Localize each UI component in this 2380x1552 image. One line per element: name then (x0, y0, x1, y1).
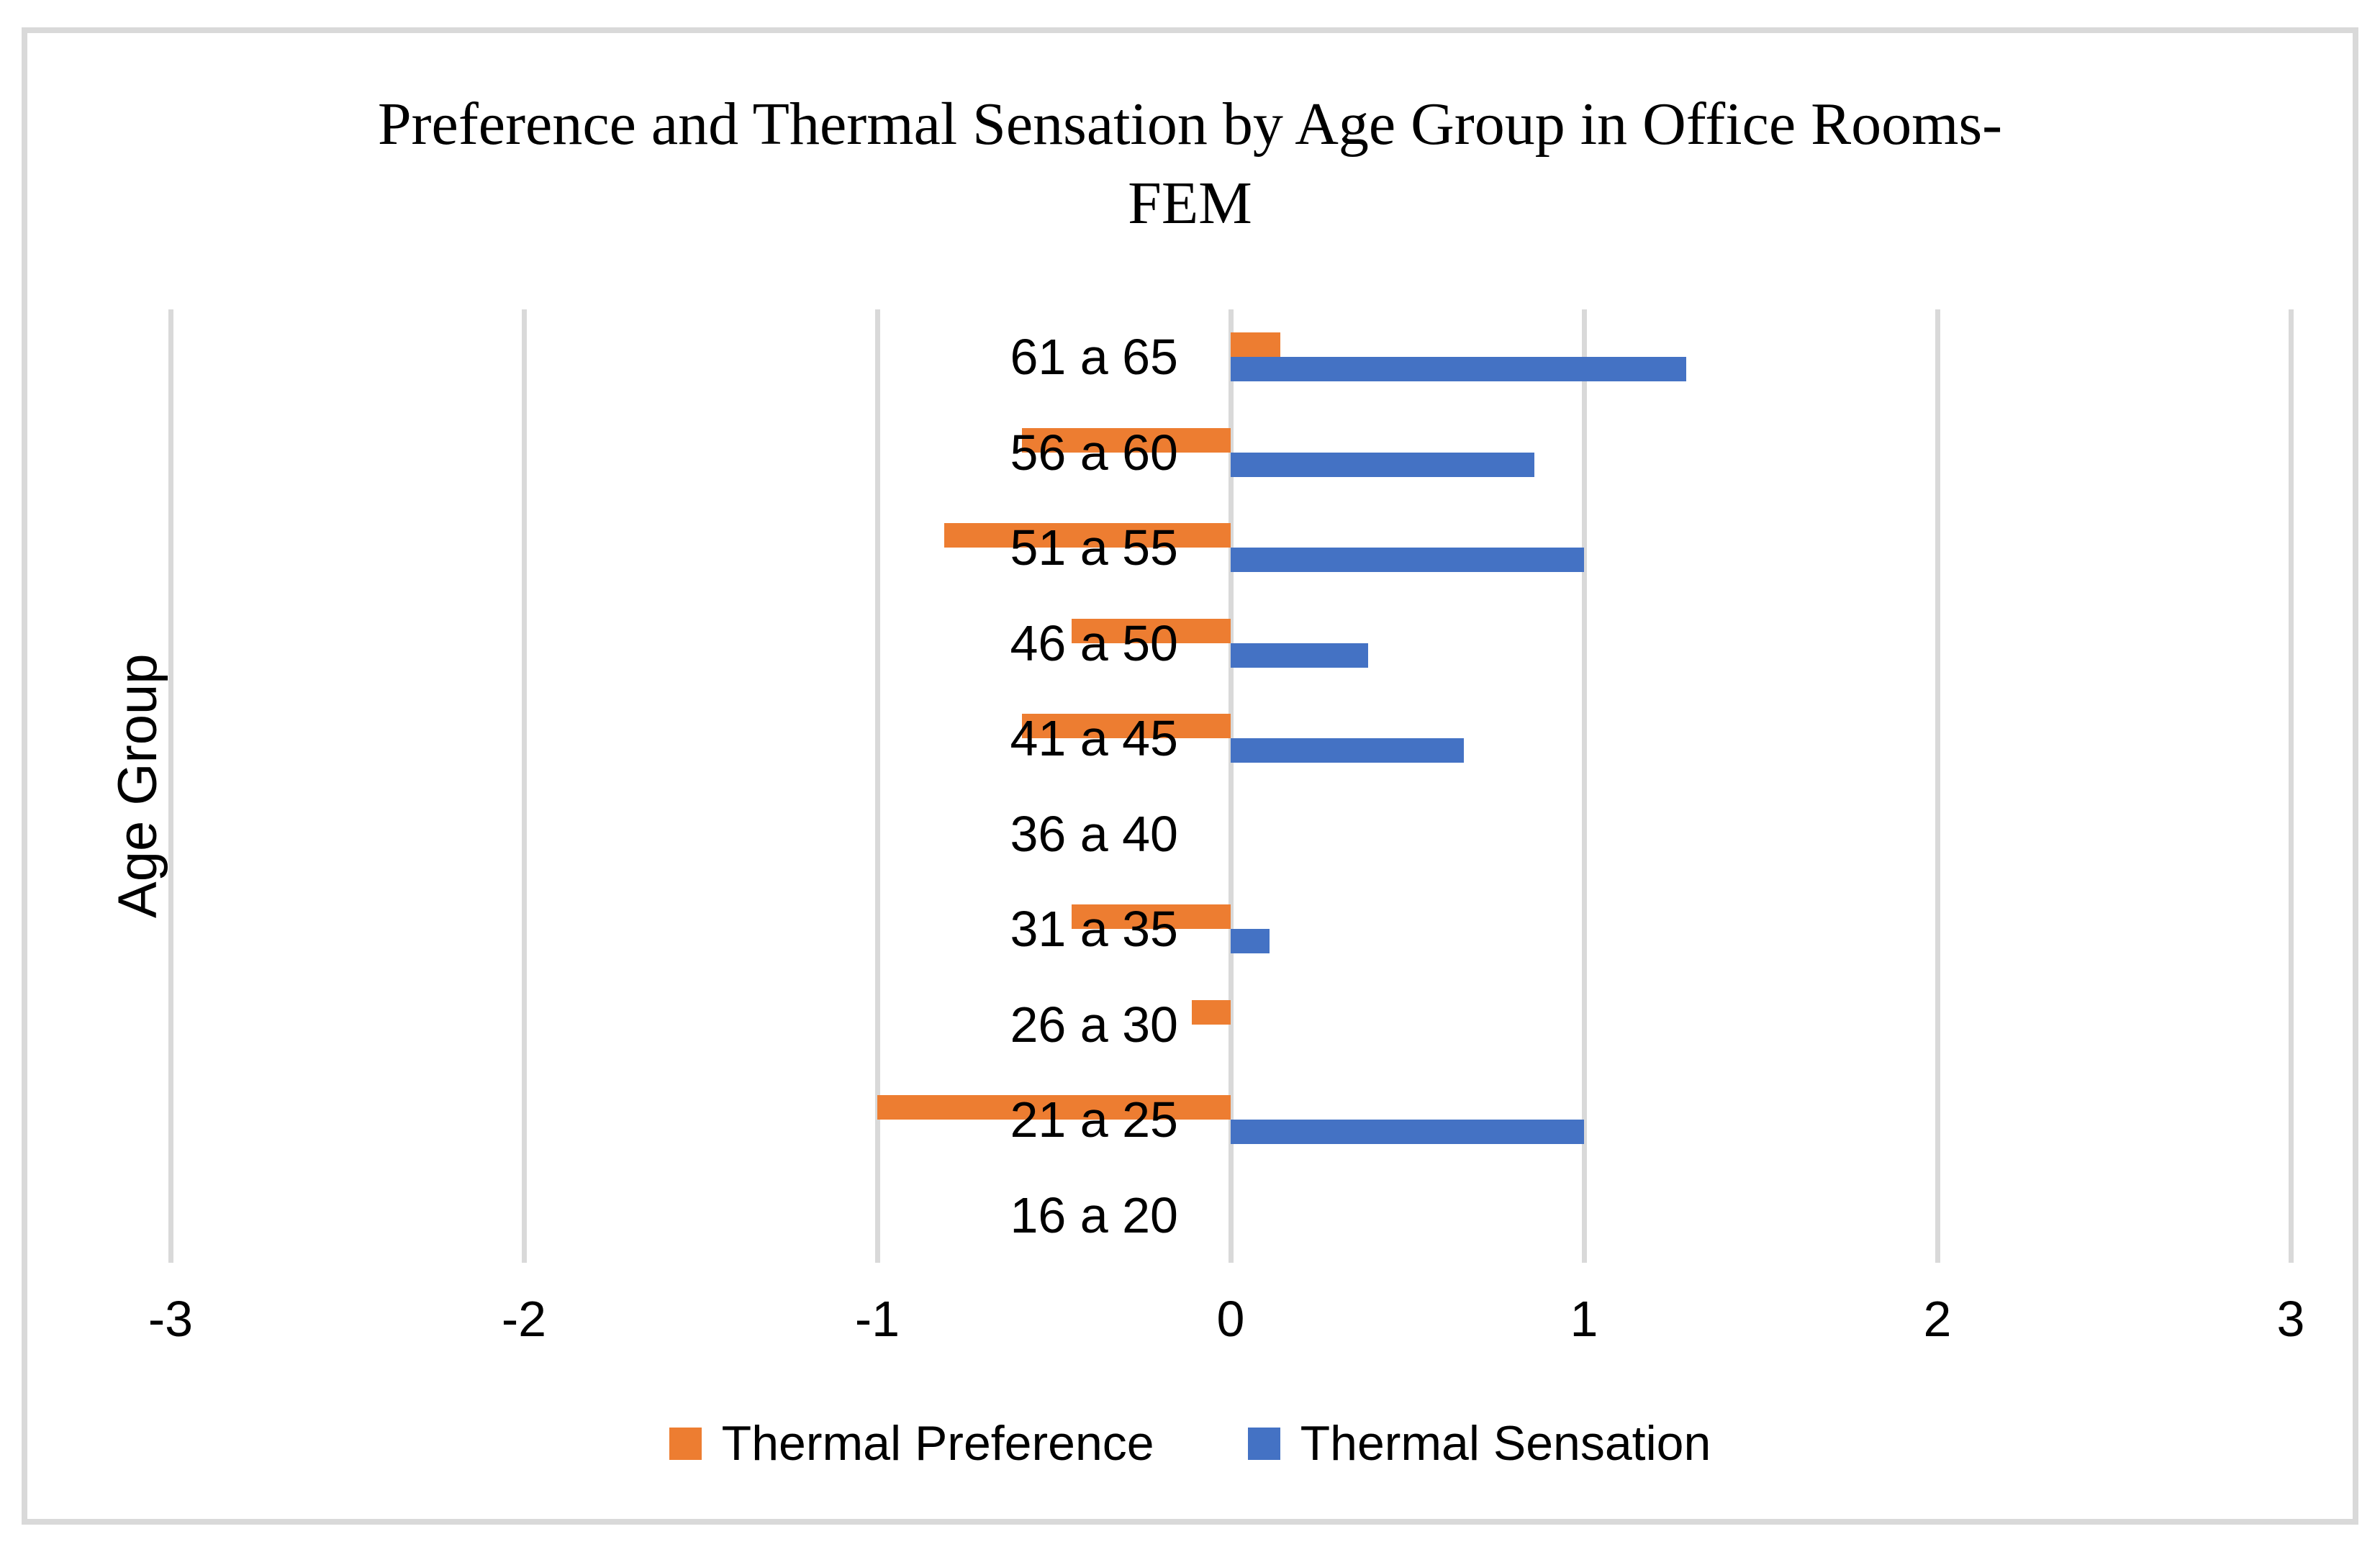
bar-thermal-sensation-61-a-65 (1231, 357, 1687, 382)
x-tick-label--3: -3 (148, 1291, 194, 1347)
bar-thermal-preference-46-a-50 (1072, 618, 1231, 643)
x-tick-label--1: -1 (854, 1291, 900, 1347)
category-label-51-a-55: 51 a 55 (1010, 519, 1178, 576)
chart-title: Preference and Thermal Sensation by Age … (0, 85, 2380, 243)
bar-thermal-preference-31-a-35 (1072, 904, 1231, 930)
chart-border-frame (22, 27, 2358, 1525)
category-label-31-a-35: 31 a 35 (1010, 901, 1178, 958)
bar-thermal-sensation-31-a-35 (1231, 929, 1270, 954)
legend: Thermal Preference Thermal Sensation (0, 1419, 2380, 1468)
bar-thermal-sensation-56-a-60 (1231, 452, 1535, 477)
legend-label-thermal-sensation: Thermal Sensation (1300, 1416, 1711, 1471)
category-label-41-a-45: 41 a 45 (1010, 710, 1178, 767)
legend-swatch-thermal-sensation (1247, 1427, 1280, 1460)
x-tick-label-0: 0 (1216, 1291, 1245, 1347)
category-label-36-a-40: 36 a 40 (1010, 805, 1178, 862)
bar-thermal-sensation-46-a-50 (1231, 643, 1369, 668)
bar-thermal-preference-21-a-25 (877, 1095, 1231, 1120)
bar-thermal-preference-56-a-60 (1022, 427, 1231, 453)
gridline-x-1 (1581, 309, 1587, 1263)
legend-label-thermal-preference: Thermal Preference (721, 1416, 1154, 1471)
x-tick-label-1: 1 (1570, 1291, 1598, 1347)
category-label-46-a-50: 46 a 50 (1010, 614, 1178, 671)
gridline-x-0 (1228, 309, 1234, 1263)
category-label-21-a-25: 21 a 25 (1010, 1092, 1178, 1148)
legend-item-thermal-sensation: Thermal Sensation (1247, 1416, 1711, 1471)
bar-thermal-sensation-21-a-25 (1231, 1120, 1584, 1145)
category-label-61-a-65: 61 a 65 (1010, 329, 1178, 386)
legend-swatch-thermal-preference (669, 1427, 702, 1460)
gridline-x-2 (1935, 309, 1940, 1263)
chart-title-line-2: FEM (1128, 170, 1252, 237)
bar-thermal-preference-51-a-55 (944, 523, 1231, 548)
x-tick-label-3: 3 (2276, 1291, 2305, 1347)
legend-item-thermal-preference: Thermal Preference (669, 1419, 1154, 1468)
gridline-x--3 (168, 309, 173, 1263)
chart-title-line-1: Preference and Thermal Sensation by Age … (377, 91, 2003, 158)
bar-thermal-preference-26-a-30 (1191, 999, 1231, 1025)
gridline-x--2 (521, 309, 527, 1263)
bar-thermal-preference-41-a-45 (1022, 714, 1231, 739)
bar-thermal-sensation-41-a-45 (1231, 738, 1465, 763)
category-label-16-a-20: 16 a 20 (1010, 1186, 1178, 1243)
category-label-26-a-30: 26 a 30 (1010, 996, 1178, 1053)
gridline-x-3 (2288, 309, 2294, 1263)
gridline-x--1 (874, 309, 880, 1263)
bar-thermal-preference-61-a-65 (1231, 332, 1280, 358)
category-label-56-a-60: 56 a 60 (1010, 424, 1178, 481)
bar-thermal-sensation-51-a-55 (1231, 548, 1584, 573)
x-tick-label--2: -2 (501, 1291, 547, 1347)
x-tick-label-2: 2 (1923, 1291, 1952, 1347)
